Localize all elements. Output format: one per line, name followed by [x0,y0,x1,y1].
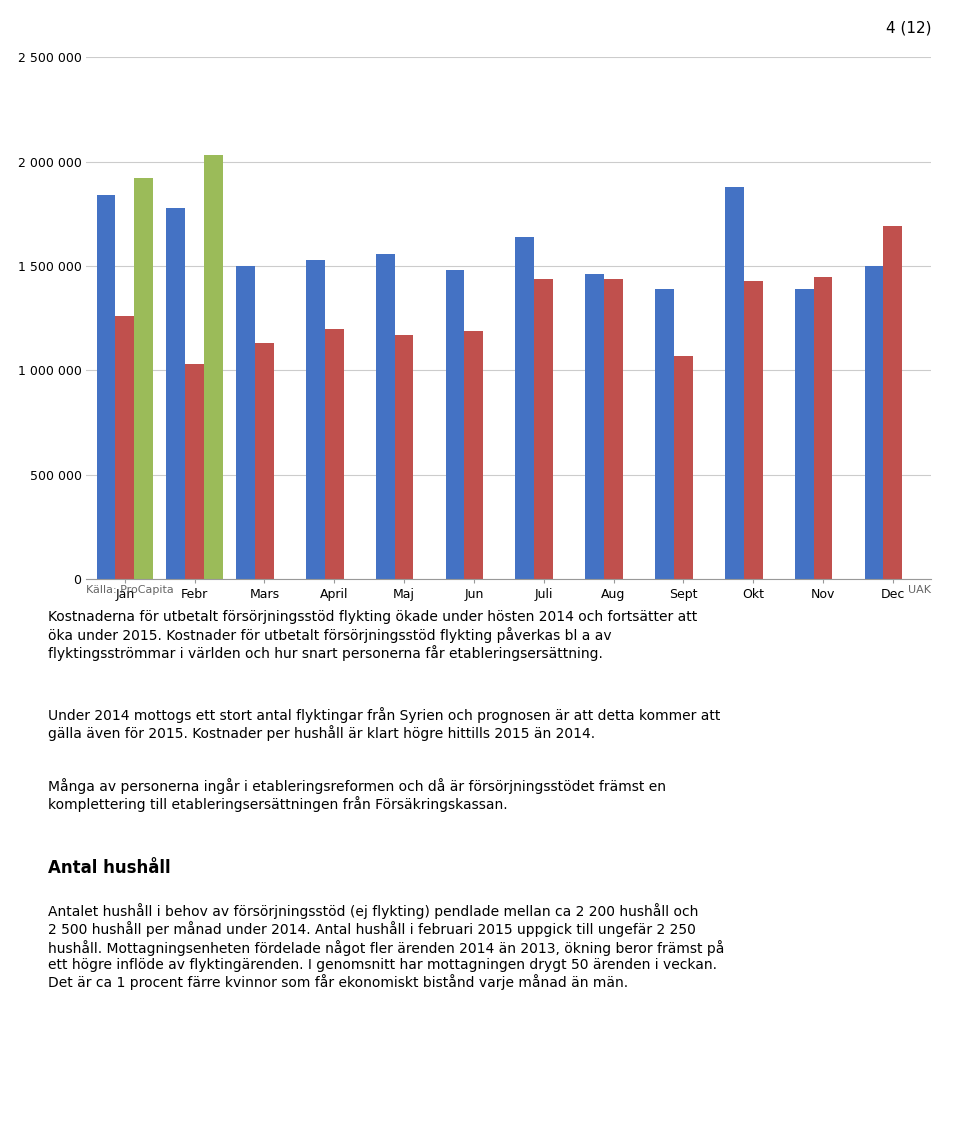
Bar [375,253,395,579]
Bar [204,156,223,579]
Bar [236,266,255,579]
Bar [813,276,832,579]
Bar [255,343,274,579]
Bar [306,260,324,579]
Bar [744,281,762,579]
Bar [655,289,674,579]
Bar [395,335,414,579]
Text: Kostnaderna för utbetalt försörjningsstöd flykting ökade under hösten 2014 och f: Kostnaderna för utbetalt försörjningsstö… [48,610,697,662]
Bar [674,356,693,579]
Bar [465,330,483,579]
Text: UAK: UAK [908,585,931,595]
Bar [445,271,465,579]
Bar [115,317,134,579]
Bar [795,289,813,579]
Bar [535,279,553,579]
Bar [516,237,535,579]
Text: Under 2014 mottogs ett stort antal flyktingar från Syrien och prognosen är att d: Under 2014 mottogs ett stort antal flykt… [48,707,720,741]
Text: Många av personerna ingår i etableringsreformen och då är försörjningsstödet frä: Många av personerna ingår i etableringsr… [48,778,666,812]
Bar [185,365,204,579]
Text: Antal hushåll: Antal hushåll [48,859,171,877]
Text: Antalet hushåll i behov av försörjningsstöd (ej flykting) pendlade mellan ca 2 2: Antalet hushåll i behov av försörjningss… [48,903,725,991]
Bar [324,329,344,579]
Bar [134,179,153,579]
Bar [883,226,902,579]
Bar [865,266,883,579]
Bar [166,208,185,579]
Text: Källa: ProCapita: Källa: ProCapita [86,585,174,595]
Bar [604,279,623,579]
Bar [97,195,115,579]
Bar [725,187,744,579]
Bar [586,274,604,579]
Text: 4 (12): 4 (12) [886,21,931,36]
